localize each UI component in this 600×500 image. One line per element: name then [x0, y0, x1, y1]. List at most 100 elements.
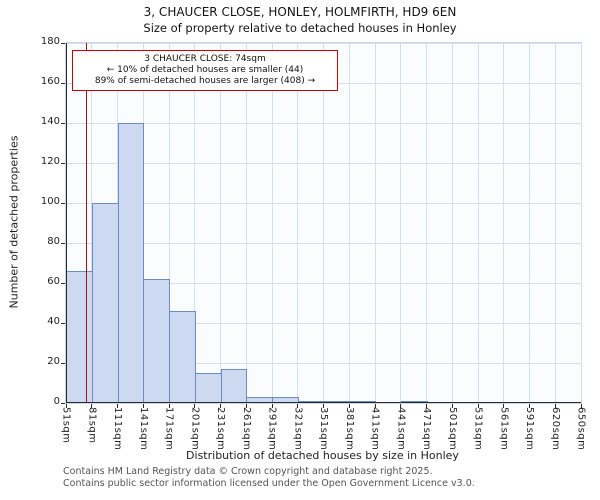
y-tick-mark — [61, 402, 65, 404]
x-tick-label: 620sqm — [549, 407, 561, 451]
chart-subtitle: Size of property relative to detached ho… — [143, 21, 457, 35]
gridline-horizontal — [66, 202, 581, 204]
x-tick-label: 201sqm — [189, 407, 201, 451]
x-tick-label: 81sqm — [86, 407, 98, 444]
gridline-vertical — [348, 43, 350, 403]
x-tick-mark — [297, 404, 299, 408]
x-tick-mark — [400, 404, 402, 408]
attribution-line-1: Contains HM Land Registry data © Crown c… — [63, 466, 433, 477]
x-tick-label: 411sqm — [369, 407, 381, 451]
x-tick-label: 231sqm — [215, 407, 226, 451]
y-tick-mark — [61, 282, 65, 284]
y-tick-mark — [61, 242, 65, 244]
x-tick-mark — [503, 404, 505, 408]
histogram-bar — [117, 123, 145, 403]
x-tick-label: 591sqm — [524, 407, 535, 451]
x-tick-label: 111sqm — [112, 407, 123, 451]
histogram-bar — [272, 397, 299, 403]
x-tick-label: 441sqm — [395, 407, 407, 451]
histogram-bar — [220, 369, 248, 403]
x-tick-label: 471sqm — [421, 407, 432, 451]
y-tick-mark — [61, 122, 65, 124]
gridline-horizontal — [66, 42, 581, 44]
y-tick-label: 20 — [47, 356, 60, 367]
x-tick-label: 51sqm — [60, 407, 72, 444]
x-axis-label: Distribution of detached houses by size … — [186, 449, 459, 462]
histogram-bar — [194, 373, 222, 403]
y-axis-line — [66, 43, 67, 403]
x-tick-mark — [374, 404, 376, 408]
y-tick-mark — [61, 162, 65, 164]
gridline-vertical — [271, 43, 273, 403]
x-tick-mark — [142, 404, 144, 408]
x-tick-mark — [477, 404, 479, 408]
x-tick-label: 141sqm — [137, 407, 149, 451]
x-tick-mark — [91, 404, 93, 408]
gridline-vertical — [451, 43, 453, 403]
gridline-vertical — [168, 43, 170, 403]
x-tick-mark — [554, 404, 556, 408]
gridline-horizontal — [66, 362, 581, 364]
x-tick-label: 650sqm — [575, 407, 587, 451]
x-tick-mark — [245, 404, 247, 408]
y-tick-mark — [61, 82, 65, 84]
y-tick-label: 60 — [47, 276, 60, 287]
histogram-bar — [169, 311, 196, 403]
x-tick-mark — [529, 404, 530, 408]
x-tick-label: 561sqm — [498, 407, 510, 451]
y-tick-label: 140 — [40, 116, 60, 127]
x-tick-label: 531sqm — [472, 407, 484, 451]
gridline-vertical — [297, 43, 299, 403]
y-tick-mark — [61, 322, 65, 324]
x-axis-line — [66, 402, 581, 403]
annotation-box: 3 CHAUCER CLOSE: 74sqm ← 10% of detached … — [72, 50, 338, 91]
y-tick-label: 80 — [47, 236, 60, 247]
x-tick-label: 291sqm — [266, 407, 278, 451]
x-tick-mark — [426, 404, 427, 408]
gridline-vertical — [374, 43, 376, 403]
y-axis-label: Number of detached properties — [7, 135, 21, 309]
histogram-bar — [91, 203, 119, 403]
gridline-vertical — [477, 43, 479, 403]
attribution-line-2: Contains public sector information licen… — [63, 477, 475, 489]
y-tick-label: 180 — [40, 36, 60, 47]
gridline-vertical — [580, 43, 582, 403]
annotation-line-1: 3 CHAUCER CLOSE: 74sqm — [144, 54, 266, 64]
x-tick-mark — [194, 404, 196, 408]
gridline-vertical — [529, 43, 530, 403]
y-tick-mark — [61, 362, 65, 364]
y-tick-mark — [61, 202, 65, 204]
chart-title: 3, CHAUCER CLOSE, HONLEY, HOLMFIRTH, HD9… — [143, 5, 457, 19]
annotation-line-2: ← 10% of detached houses are smaller (44… — [106, 65, 304, 75]
y-tick-label: 120 — [40, 156, 60, 167]
x-tick-mark — [580, 404, 582, 408]
histogram-bar — [66, 271, 93, 403]
gridline-vertical — [245, 43, 247, 403]
gridline-vertical — [220, 43, 221, 403]
x-tick-label: 261sqm — [240, 407, 252, 451]
x-tick-label: 321sqm — [292, 407, 304, 451]
y-tick-label: 100 — [40, 196, 60, 207]
x-tick-mark — [117, 404, 118, 408]
x-tick-label: 501sqm — [446, 407, 458, 451]
gridline-vertical — [503, 43, 505, 403]
x-tick-mark — [220, 404, 221, 408]
property-marker-line — [85, 43, 88, 403]
x-tick-mark — [271, 404, 273, 408]
histogram-bar — [143, 279, 170, 403]
x-tick-mark — [168, 404, 170, 408]
x-tick-label: 171sqm — [163, 407, 175, 451]
plot-area: 3 CHAUCER CLOSE: 74sqm ← 10% of detached … — [61, 42, 582, 408]
gridline-horizontal — [66, 162, 581, 164]
y-tick-label: 40 — [47, 316, 60, 327]
x-tick-mark — [65, 404, 67, 408]
gridline-vertical — [426, 43, 427, 403]
x-tick-mark — [451, 404, 453, 408]
gridline-vertical — [194, 43, 196, 403]
gridline-horizontal — [66, 242, 581, 244]
x-tick-mark — [348, 404, 350, 408]
annotation-line-3: 89% of semi-detached houses are larger (… — [94, 76, 316, 86]
x-tick-label: 351sqm — [318, 407, 329, 451]
attribution-footer: Contains HM Land Registry data © Crown c… — [63, 466, 475, 489]
